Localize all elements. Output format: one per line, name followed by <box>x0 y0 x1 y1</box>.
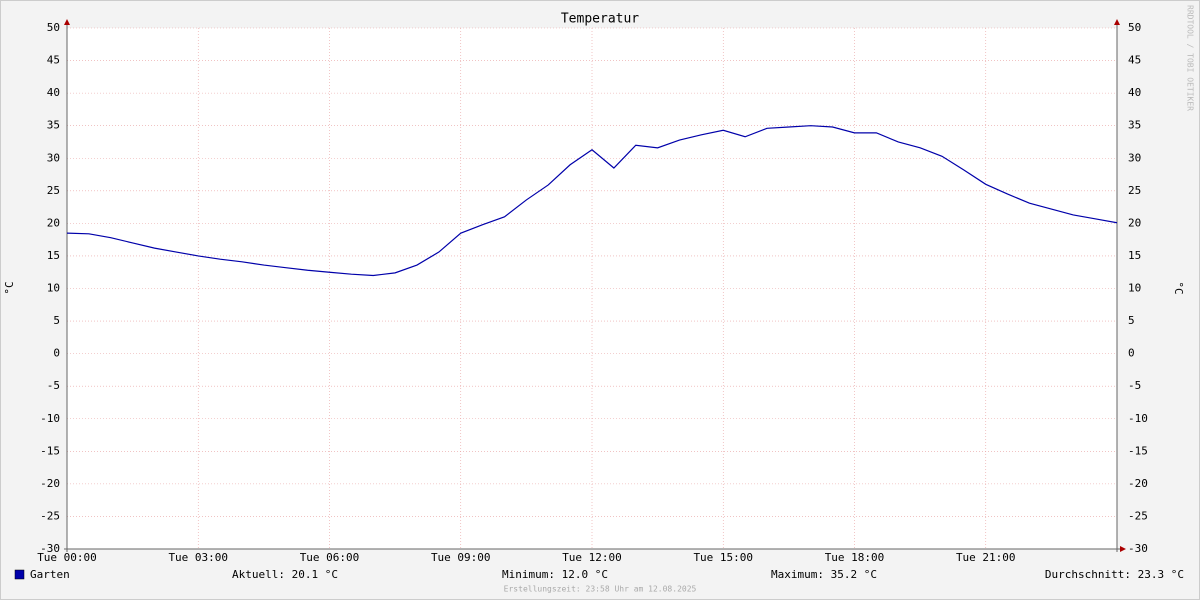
x-tick-label: Tue 18:00 <box>825 551 885 564</box>
x-tick-label: Tue 06:00 <box>300 551 360 564</box>
y-tick-label: -25 <box>40 509 60 522</box>
y2-tick-label: -5 <box>1128 379 1141 392</box>
y2-tick-label: -30 <box>1128 542 1148 555</box>
y-tick-label: 15 <box>47 249 60 262</box>
stat: Minimum: 12.0 °C <box>502 568 608 581</box>
x-tick-label: Tue 21:00 <box>956 551 1016 564</box>
y-tick-label: 30 <box>47 151 60 164</box>
y-tick-label: 10 <box>47 282 60 295</box>
y-tick-label: 45 <box>47 54 60 67</box>
y2-tick-label: 25 <box>1128 184 1141 197</box>
x-tick-label: Tue 12:00 <box>562 551 622 564</box>
y2-tick-label: 5 <box>1128 314 1135 327</box>
stat: Aktuell: 20.1 °C <box>232 568 338 581</box>
x-tick-label: Tue 15:00 <box>693 551 753 564</box>
x-tick-label: Tue 00:00 <box>37 551 97 564</box>
stat: Durchschnitt: 23.3 °C <box>1045 568 1184 581</box>
series-line <box>66 125 1118 277</box>
y-tick-label: 25 <box>47 184 60 197</box>
y-tick-label: -10 <box>40 412 60 425</box>
y-tick-label: 40 <box>47 86 60 99</box>
y2-tick-label: 50 <box>1128 21 1141 34</box>
y2-tick-label: 20 <box>1128 216 1141 229</box>
y-tick-label: 50 <box>47 21 60 34</box>
axis-arrow <box>64 19 70 25</box>
y2-tick-label: 35 <box>1128 119 1141 132</box>
y2-tick-label: 45 <box>1128 54 1141 67</box>
marks <box>66 125 1118 277</box>
legend-label: Garten <box>30 568 70 581</box>
legend-swatch <box>14 569 25 580</box>
y2-tick-label: -10 <box>1128 412 1148 425</box>
y-tick-label: 35 <box>47 119 60 132</box>
y2-tick-label: 10 <box>1128 282 1141 295</box>
y2-tick-label: -20 <box>1128 477 1148 490</box>
x-tick-label: Tue 09:00 <box>431 551 491 564</box>
axis-arrow <box>1120 546 1126 552</box>
y-tick-label: -30 <box>40 542 60 555</box>
y-tick-label: -15 <box>40 444 60 457</box>
y2-tick-label: 15 <box>1128 249 1141 262</box>
x-tick-label: Tue 03:00 <box>168 551 228 564</box>
y2-tick-label: 30 <box>1128 151 1141 164</box>
watermark: RRDTOOL / TOBI OETIKER <box>1186 5 1195 111</box>
y-tick-label: -20 <box>40 477 60 490</box>
y2-axis-label: °C <box>1172 281 1185 294</box>
y-tick-label: 0 <box>53 347 60 360</box>
y-tick-label: -5 <box>47 379 60 392</box>
y2-tick-label: -15 <box>1128 444 1148 457</box>
stat: Maximum: 35.2 °C <box>771 568 877 581</box>
chart-title: Temperatur <box>561 12 639 27</box>
y2-tick-label: 0 <box>1128 347 1135 360</box>
y2-tick-label: 40 <box>1128 86 1141 99</box>
y-tick-label: 20 <box>47 216 60 229</box>
y-tick-label: 5 <box>53 314 60 327</box>
y2-tick-label: -25 <box>1128 509 1148 522</box>
grid: -30 -30 -25 -25 -20 -20 -15 -15 -10 -10 -5 -5 0 0 5 5 10… <box>37 19 1148 564</box>
y-axis-label: °C <box>3 281 16 294</box>
axis-arrow <box>1114 19 1120 25</box>
footer: Erstellungszeit: 23:58 Uhr am 12.08.2025 <box>504 585 697 594</box>
